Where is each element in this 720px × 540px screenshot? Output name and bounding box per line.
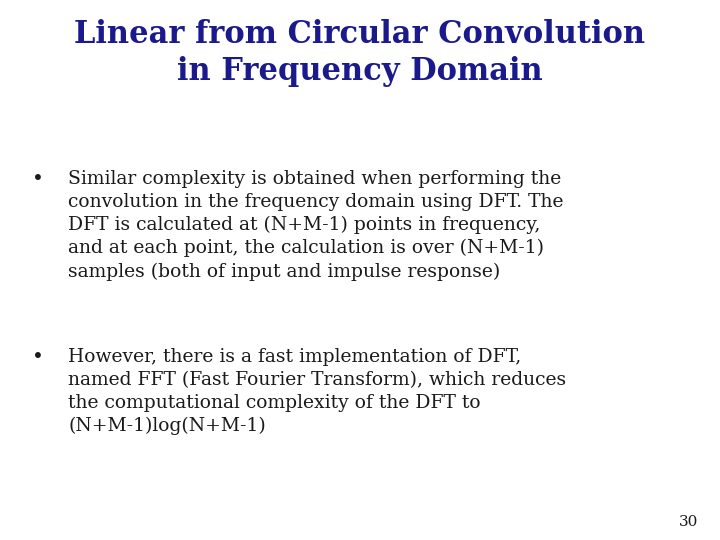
Text: Similar complexity is obtained when performing the
convolution in the frequency : Similar complexity is obtained when perf… [68,170,564,281]
Text: •: • [32,348,44,367]
Text: •: • [32,170,44,189]
Text: However, there is a fast implementation of DFT,
named FFT (Fast Fourier Transfor: However, there is a fast implementation … [68,348,567,435]
Text: 30: 30 [679,515,698,529]
Text: Linear from Circular Convolution
in Frequency Domain: Linear from Circular Convolution in Freq… [74,19,646,87]
